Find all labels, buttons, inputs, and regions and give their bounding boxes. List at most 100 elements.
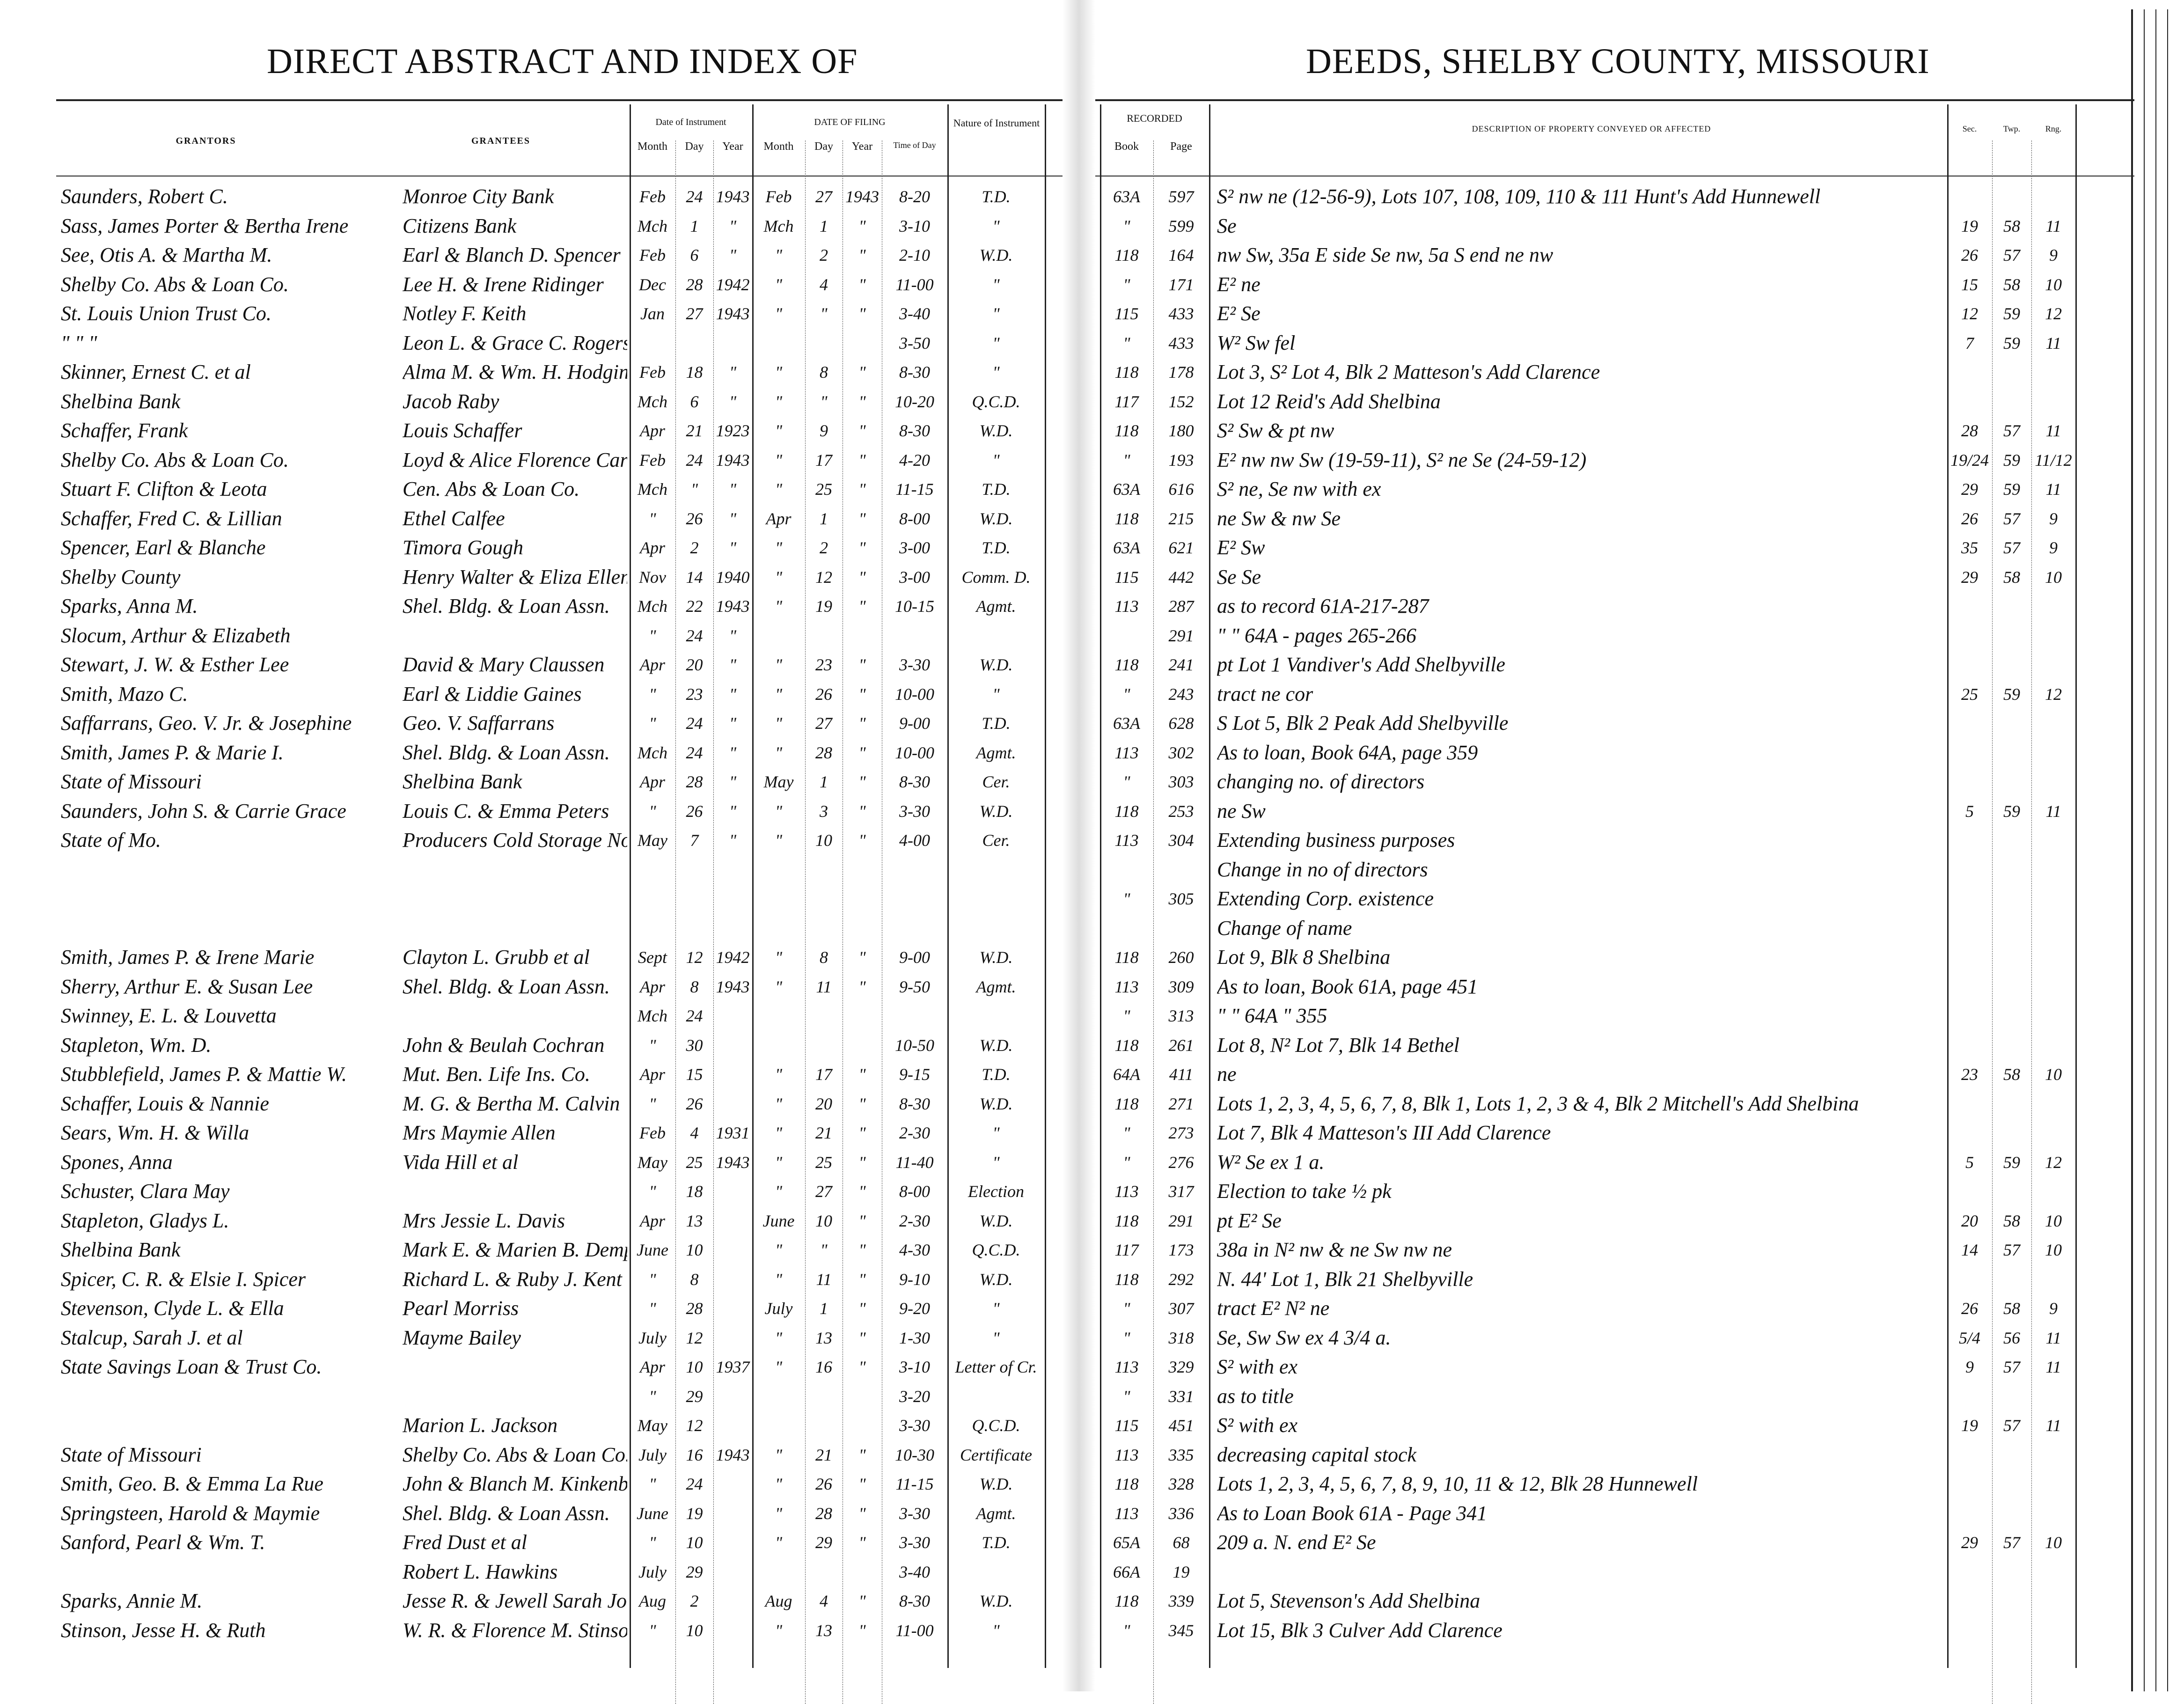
inst-year-cell: 1943 [716,304,750,323]
inst-year-cell: 1943 [716,597,750,616]
rng-cell: 11 [2045,1416,2061,1435]
nature-cell: Comm. D. [961,567,1031,587]
sec-cell [1947,592,1992,620]
time-of-day-cell: 3-50 [899,333,930,353]
time-of-day-cell: 9-00 [899,948,930,967]
rng-cell [2031,1558,2075,1586]
inst-day-cell: 24 [686,743,703,762]
inst-year-cell: 1943 [716,450,750,470]
sec-cell: 26 [1961,509,1978,528]
book-cell: 113 [1114,1358,1139,1376]
header-rng: Rng. [2045,124,2062,133]
index-entry-row: See, Otis A. & Martha M. Earl & Blanch D.… [0,241,2134,269]
inst-month-cell: Mch [638,597,667,616]
inst-month-cell: Nov [639,567,666,587]
description-cell: S² with ex [1217,1355,1298,1378]
inst-day-cell: 6 [690,246,699,264]
nature-cell: " [992,1621,1000,1640]
time-of-day-cell: 4-20 [899,450,930,470]
inst-year-cell [713,1265,752,1293]
page-cell: 241 [1168,655,1194,674]
inst-month-cell: Apr [640,538,665,557]
time-of-day-cell: 8-30 [899,1094,930,1113]
grantor-cell: Sparks, Anna M. [61,595,198,617]
grantor-cell [61,885,398,913]
fil-day-cell [805,1002,843,1030]
fil-year-cell: " [858,538,866,557]
inst-year-cell [713,1294,752,1322]
header-inst-day: Day [685,140,704,153]
rng-cell: 9 [2049,509,2058,528]
grantee-cell: Lee H. & Irene Ridinger [403,272,604,296]
description-cell: Lots 1, 2, 3, 4, 5, 6, 7, 8, 9, 10, 11 &… [1217,1472,1698,1495]
index-entry-row: Stewart, J. W. & Esther Lee David & Mary … [0,651,2134,679]
grantee-cell: Earl & Liddie Gaines [403,682,582,705]
fil-month-cell [752,622,805,650]
grantee-cell [403,1002,627,1030]
fil-day-cell: 26 [815,684,832,704]
rng-cell [2031,1499,2075,1528]
twp-cell [1992,914,2031,942]
inst-month-cell: May [638,1416,667,1435]
grantee-cell: Vida Hill et al [403,1150,519,1174]
page-cell: 339 [1168,1592,1194,1610]
inst-month-cell: Aug [639,1592,666,1610]
page-cell: 329 [1168,1358,1194,1376]
inst-month-cell: " [649,1621,656,1640]
fil-month-cell: " [775,1358,783,1376]
rng-cell: 10 [2045,1211,2062,1230]
inst-month-cell: Mch [638,1006,667,1025]
fil-year-cell: " [858,304,866,323]
index-entry-row: Sanford, Pearl & Wm. T. Fred Dust et al " 1… [0,1528,2134,1557]
twp-cell: 59 [2003,480,2020,499]
column-rule [2031,140,2032,1704]
description-cell: S² ne, Se nw with ex [1217,477,1381,500]
sec-cell [1947,856,1992,884]
grantee-cell: Louis C. & Emma Peters [403,799,609,823]
nature-cell: W.D. [979,801,1013,821]
nature-cell: Cer. [982,772,1010,791]
rng-cell: 9 [2049,538,2058,557]
sec-cell [1947,943,1992,971]
index-entry-row: Stinson, Jesse H. & Ruth W. R. & Florence… [0,1616,2134,1645]
rng-cell [2031,973,2075,1001]
page-cell: 302 [1168,743,1194,762]
rng-cell [2031,856,2075,884]
header-description: DESCRIPTION OF PROPERTY CONVEYED OR AFFE… [1472,124,1711,133]
grantor-cell: Smith, Geo. B. & Emma La Rue [61,1472,323,1495]
grantor-cell: Sanford, Pearl & Wm. T. [61,1531,265,1554]
grantee-cell: Marion L. Jackson [403,1414,558,1437]
inst-day-cell: 19 [686,1504,703,1523]
fil-year-cell: " [858,801,866,821]
grantee-cell: M. G. & Bertha M. Calvin [403,1092,620,1115]
header-fil-month: Month [763,140,794,153]
rng-cell [2031,622,2075,650]
description-cell: N. 44' Lot 1, Blk 21 Shelbyville [1217,1267,1473,1291]
fil-month-cell [752,885,805,913]
grantor-cell: " " " [61,331,97,354]
book-cell: 115 [1114,1416,1139,1435]
sec-cell [1947,914,1992,942]
rng-cell [2031,943,2075,971]
index-entry-row: " 305 Extending Corp. existence [0,885,2134,913]
inst-day-cell: 24 [686,450,703,470]
twp-cell: 57 [2003,1241,2020,1259]
book-cell: " [1123,1124,1130,1142]
index-entry-row: Sparks, Anna M. Shel. Bldg. & Loan Assn. M… [0,592,2134,620]
fil-day-cell [805,329,843,357]
sec-cell [1947,622,1992,650]
inst-month-cell [630,856,675,884]
twp-cell [1992,885,2031,913]
grantor-cell: Shelby Co. Abs & Loan Co. [61,448,289,471]
fil-day-cell: " [820,1241,828,1259]
nature-cell: " [992,450,1000,470]
grantor-cell: Saffarrans, Geo. V. Jr. & Josephine [61,712,352,734]
rng-cell [2031,651,2075,679]
time-of-day-cell: 9-20 [899,1299,930,1318]
page-cell: 173 [1168,1241,1194,1259]
time-of-day-cell: 9-15 [899,1065,930,1084]
sec-cell [1947,885,1992,913]
twp-cell: 59 [2003,450,2020,470]
page-cell: 291 [1168,626,1194,645]
fil-month-cell: " [775,977,783,996]
